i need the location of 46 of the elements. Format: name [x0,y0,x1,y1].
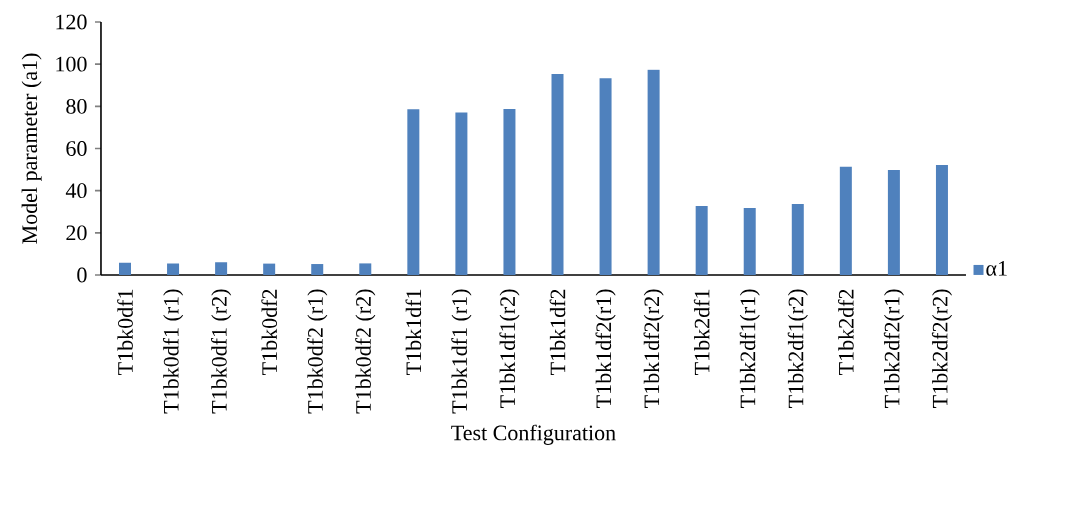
x-tick-label: T1bk2df2(r2) [931,289,953,408]
y-tick-label: 0 [77,267,87,283]
x-axis-title: Test Configuration [451,424,616,445]
bar [647,69,660,275]
x-tick-label: T1bk0df1 [117,289,133,375]
bar [167,263,180,275]
x-tick-label: T1bk1df1 (r1) [451,289,472,414]
x-tick-label: T1bk1df1 [405,289,422,375]
x-tick-label: T1bk2df1(r2) [787,289,808,408]
x-tick-label: T1bk1df2 [549,289,566,375]
bar [263,263,276,275]
x-tick-label: T1bk0df1 (r2) [211,289,232,414]
bar [551,74,564,275]
bar [935,164,948,275]
bar [839,166,852,275]
y-tick-label: 60 [66,141,87,156]
bar [311,264,324,275]
y-tick-label: 100 [56,56,87,72]
bar [695,206,708,275]
legend-label: α1 [986,261,1007,276]
x-tick-label: T1bk0df1 (r1) [162,289,184,414]
x-tick-label: T1bk1df1(r2) [499,289,520,408]
bar [599,78,612,275]
x-tick-label: T1bk2df1 [693,289,710,375]
x-tick-label: T1bk2df1(r1) [739,289,760,408]
bar [455,112,468,275]
x-tick-label: T1bk0df2 (r1) [307,289,328,414]
bar [887,170,900,275]
y-tick-label: 20 [66,225,87,241]
bar [791,203,804,275]
y-tick-label: 80 [66,98,87,114]
y-tick-label: 40 [65,183,87,199]
bar [503,109,516,275]
x-tick-label: T1bk2df2 [837,289,854,375]
y-tick-label: 120 [56,14,87,30]
x-tick-label: T1bk0df2 (r2) [355,289,376,414]
bar [407,109,420,275]
x-tick-label: T1bk1df2(r1) [595,289,616,408]
x-tick-label: T1bk2df2(r1) [883,289,904,408]
bar [215,262,228,275]
x-tick-label: T1bk1df2(r2) [643,289,664,408]
bar [743,207,756,275]
bar [359,263,372,275]
y-axis-title: Model parameter (a1) [21,53,42,244]
x-tick-label: T1bk0df2 [261,289,278,375]
bar [119,262,131,275]
